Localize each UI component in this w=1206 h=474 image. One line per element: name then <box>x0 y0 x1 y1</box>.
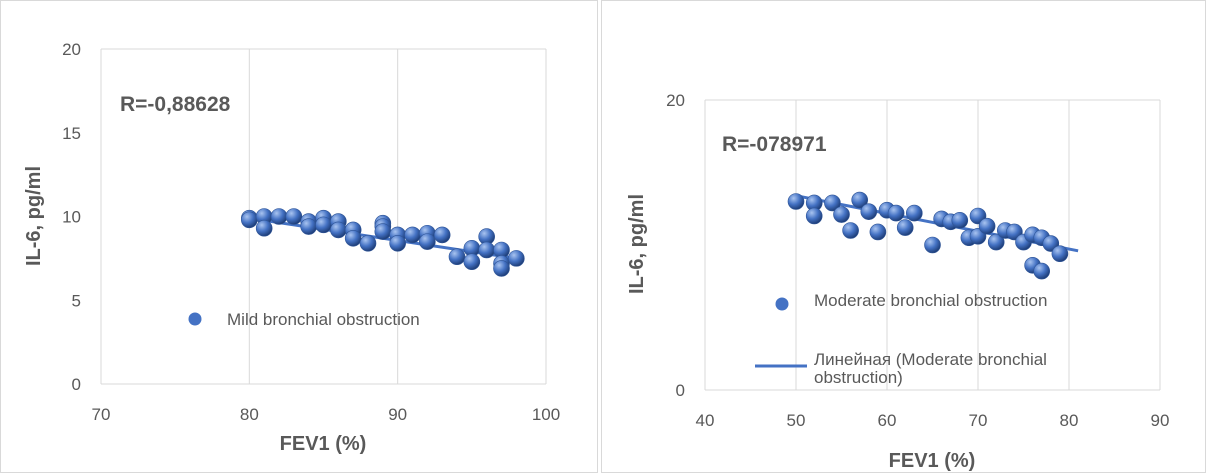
data-point <box>330 221 347 239</box>
data-point <box>493 260 510 277</box>
x-tick-label: 90 <box>388 405 407 424</box>
legend-label-series: Moderate bronchial obstruction <box>814 291 1047 310</box>
x-tick-label: 90 <box>1151 411 1170 430</box>
legend-label: Mild bronchial obstruction <box>227 310 420 329</box>
y-axis-title: IL-6, pg/ml <box>626 194 648 294</box>
x-tick-labels: 40 50 60 70 80 90 <box>696 411 1170 430</box>
data-points <box>241 208 525 277</box>
mild-scatter-chart: 70 80 90 100 0 5 10 15 20 R=-0,88628 FEV1 (%) I… <box>23 40 561 455</box>
x-tick-label: 100 <box>532 405 560 424</box>
data-point <box>860 203 878 220</box>
correlation-annotation: R=-0,88628 <box>120 93 231 116</box>
y-tick-label: 20 <box>62 40 81 59</box>
data-point <box>270 208 288 225</box>
data-point <box>463 253 481 271</box>
correlation-annotation: R=-078971 <box>722 133 827 156</box>
data-point <box>905 204 923 222</box>
y-tick-label: 5 <box>72 291 81 310</box>
y-tick-labels: 0 20 <box>666 91 685 400</box>
x-axis-title: FEV1 (%) <box>280 433 367 455</box>
data-point <box>869 223 887 241</box>
legend: Moderate bronchial obstruction Линейная … <box>755 291 1047 387</box>
y-tick-label: 0 <box>72 375 81 394</box>
x-tick-labels: 70 80 90 100 <box>92 405 561 424</box>
data-point <box>478 241 495 259</box>
y-tick-label: 0 <box>676 381 685 400</box>
data-point <box>824 194 841 212</box>
x-tick-label: 70 <box>92 405 111 424</box>
data-point <box>887 204 905 222</box>
grid-lines <box>704 99 1161 391</box>
legend-marker <box>775 297 789 311</box>
data-point <box>300 218 317 235</box>
data-point <box>978 217 996 235</box>
y-axis-title: IL-6, pg/ml <box>23 166 45 266</box>
data-point <box>344 229 362 247</box>
data-points <box>787 191 1069 280</box>
chart-panel-moderate: 40 50 60 70 80 90 0 20 R=-078971 FEV1 (%) IL-6… <box>601 0 1206 473</box>
legend: Mild bronchial obstruction <box>188 310 420 329</box>
y-tick-label: 10 <box>62 208 81 227</box>
legend-label-trend: Линейная (Moderate bronchial obstruction) <box>814 350 1047 387</box>
x-tick-label: 80 <box>1060 411 1079 430</box>
data-point <box>255 219 273 237</box>
data-point <box>987 233 1005 251</box>
grid-lines <box>100 48 547 385</box>
x-tick-label: 40 <box>696 411 715 430</box>
data-point <box>805 207 823 225</box>
data-point <box>896 219 914 236</box>
x-tick-label: 60 <box>878 411 897 430</box>
legend-marker <box>188 312 202 326</box>
data-point <box>851 191 869 209</box>
data-point <box>787 193 805 210</box>
data-point <box>833 206 850 223</box>
data-point <box>389 235 406 252</box>
data-point <box>419 233 436 250</box>
data-point <box>241 211 258 229</box>
data-point <box>508 250 525 267</box>
data-point <box>433 226 451 244</box>
y-tick-labels: 0 5 10 15 20 <box>62 40 81 394</box>
x-axis-title: FEV1 (%) <box>889 450 976 472</box>
data-point <box>842 222 859 239</box>
y-tick-label: 15 <box>62 124 81 143</box>
data-point <box>924 236 941 254</box>
x-tick-label: 50 <box>787 411 806 430</box>
x-tick-label: 80 <box>240 405 259 424</box>
chart-panel-mild: 70 80 90 100 0 5 10 15 20 R=-0,88628 FEV1 (%) I… <box>0 0 598 473</box>
moderate-scatter-chart: 40 50 60 70 80 90 0 20 R=-078971 FEV1 (%) IL-6… <box>626 91 1170 472</box>
y-tick-label: 20 <box>666 91 685 110</box>
data-point <box>1033 262 1051 280</box>
data-point <box>1051 245 1069 262</box>
data-point <box>951 212 969 229</box>
data-point <box>374 223 392 240</box>
x-tick-label: 70 <box>969 411 988 430</box>
data-point <box>359 235 377 252</box>
data-point <box>315 216 332 234</box>
data-point <box>448 248 466 265</box>
data-point <box>404 226 421 244</box>
data-point <box>285 208 303 225</box>
